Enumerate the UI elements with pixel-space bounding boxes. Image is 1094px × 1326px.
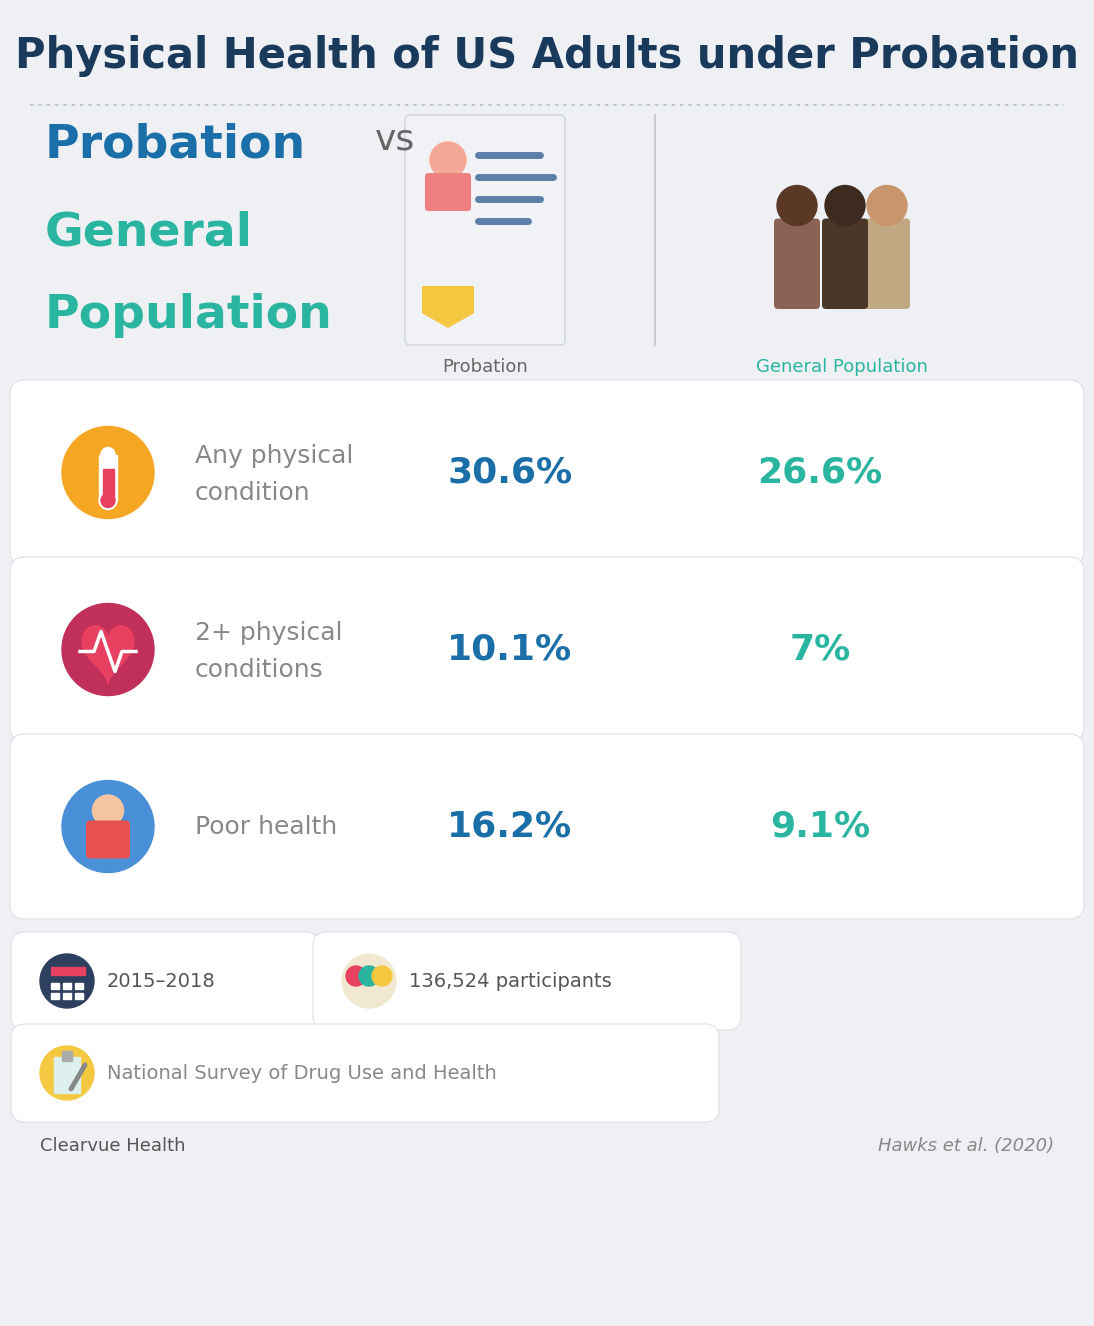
Circle shape: [40, 953, 94, 1008]
Text: 2+ physical: 2+ physical: [195, 621, 342, 644]
Bar: [54, 1057, 80, 1093]
FancyBboxPatch shape: [822, 219, 868, 309]
Text: General: General: [45, 210, 253, 255]
Text: 7%: 7%: [790, 633, 851, 667]
Bar: [75, 983, 83, 989]
Text: Poor health: Poor health: [195, 814, 337, 838]
Polygon shape: [82, 626, 133, 683]
Text: 9.1%: 9.1%: [770, 809, 870, 843]
Circle shape: [372, 967, 392, 987]
Circle shape: [62, 603, 154, 696]
FancyBboxPatch shape: [405, 115, 565, 345]
Circle shape: [777, 186, 817, 225]
Circle shape: [101, 493, 115, 508]
Text: National Survey of Drug Use and Health: National Survey of Drug Use and Health: [107, 1063, 497, 1082]
Bar: [51, 983, 59, 989]
FancyBboxPatch shape: [86, 821, 130, 858]
FancyBboxPatch shape: [10, 557, 1084, 743]
FancyBboxPatch shape: [11, 932, 319, 1030]
FancyBboxPatch shape: [10, 735, 1084, 919]
Circle shape: [98, 492, 117, 509]
Polygon shape: [422, 286, 474, 328]
Text: condition: condition: [195, 480, 311, 504]
Text: Probation: Probation: [442, 358, 528, 377]
Circle shape: [346, 967, 366, 987]
FancyBboxPatch shape: [10, 381, 1084, 565]
Circle shape: [40, 1046, 94, 1101]
FancyBboxPatch shape: [313, 932, 741, 1030]
Circle shape: [101, 447, 115, 461]
Text: Any physical: Any physical: [195, 443, 353, 468]
Circle shape: [342, 953, 396, 1008]
Text: Probation: Probation: [45, 123, 306, 168]
FancyBboxPatch shape: [424, 172, 472, 211]
Text: Population: Population: [45, 293, 333, 338]
FancyBboxPatch shape: [11, 1024, 719, 1122]
Text: Hawks et al. (2020): Hawks et al. (2020): [877, 1136, 1054, 1155]
Text: 136,524 participants: 136,524 participants: [409, 972, 612, 991]
Circle shape: [359, 967, 379, 987]
Circle shape: [825, 186, 865, 225]
Text: conditions: conditions: [195, 658, 324, 682]
Circle shape: [93, 796, 124, 826]
FancyBboxPatch shape: [864, 219, 910, 309]
Text: 10.1%: 10.1%: [447, 633, 572, 667]
Bar: [75, 993, 83, 998]
Bar: [63, 983, 71, 989]
Text: vs: vs: [375, 123, 416, 156]
Circle shape: [430, 142, 466, 178]
Circle shape: [62, 781, 154, 873]
Text: 16.2%: 16.2%: [447, 809, 572, 843]
Bar: [62, 1052, 72, 1061]
FancyBboxPatch shape: [773, 219, 820, 309]
Bar: [51, 967, 85, 975]
Bar: [98, 455, 117, 500]
Text: Physical Health of US Adults under Probation: Physical Health of US Adults under Proba…: [15, 34, 1079, 77]
Bar: [51, 993, 59, 998]
Circle shape: [868, 186, 907, 225]
Text: 26.6%: 26.6%: [757, 456, 883, 489]
Circle shape: [62, 427, 154, 518]
Text: 2015–2018: 2015–2018: [107, 972, 216, 991]
Text: 30.6%: 30.6%: [447, 456, 572, 489]
Text: General Population: General Population: [756, 358, 928, 377]
Bar: [103, 468, 114, 499]
Text: Clearvue Health: Clearvue Health: [40, 1136, 186, 1155]
Bar: [63, 993, 71, 998]
